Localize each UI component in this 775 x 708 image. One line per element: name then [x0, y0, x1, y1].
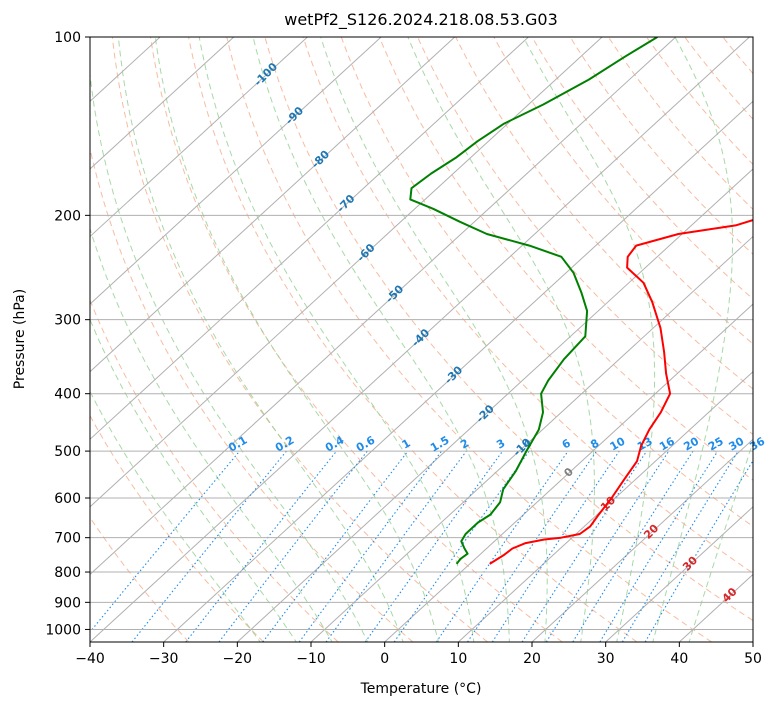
pressure-grid	[90, 37, 753, 630]
x-tick-label: −40	[75, 651, 105, 667]
dry-adiabat-line	[226, 37, 712, 642]
dry-adiabat-line	[90, 298, 339, 642]
y-tick-label: 400	[54, 387, 81, 403]
mixing-ratio-line	[467, 450, 598, 642]
isotherm-line	[90, 37, 529, 440]
y-tick-label: 1000	[45, 622, 81, 638]
y-tick-label: 600	[54, 491, 81, 507]
isotherm-line	[90, 37, 382, 305]
mixing-ratio-line	[298, 450, 443, 642]
x-tick-label: 40	[670, 651, 688, 667]
mixing-ratio-line	[521, 450, 648, 642]
mixing-ratio-line	[545, 450, 670, 642]
mixing-ratio-line	[435, 450, 569, 642]
y-tick-label: 700	[54, 531, 81, 547]
sounding-series	[409, 37, 753, 565]
isotherm-line	[90, 37, 603, 508]
dry-adiabat-line	[90, 516, 190, 642]
y-tick-label: 100	[54, 30, 81, 46]
isotherm-line	[457, 370, 753, 642]
y-tick-label: 800	[54, 565, 81, 581]
dry-adiabat-line	[569, 37, 753, 255]
y-tick-label: 300	[54, 313, 81, 329]
temperature-line	[489, 219, 753, 565]
dry-adiabat-line	[607, 37, 753, 211]
chart-title: wetPf2_S126.2024.218.08.53.G03	[284, 10, 558, 30]
dry-adiabat-line	[378, 37, 753, 481]
mixing-ratio-line	[491, 450, 620, 642]
isotherm-line	[90, 37, 677, 576]
isotherm-line	[90, 37, 750, 642]
dry-adiabat-line	[90, 414, 264, 642]
dewpoint-line	[409, 37, 658, 565]
x-tick-label: −30	[149, 651, 179, 667]
x-tick-label: 0	[380, 651, 389, 667]
isotherm-line	[163, 100, 753, 642]
mixing-ratio-line	[90, 450, 241, 633]
x-tick-label: −10	[296, 651, 326, 667]
isotherm-line	[605, 506, 753, 642]
isotherm-line	[531, 438, 753, 642]
x-tick-label: 50	[744, 651, 762, 667]
isotherm-line	[90, 37, 235, 170]
dry-adiabat-line	[340, 37, 753, 528]
dry-adiabat-line	[493, 37, 753, 345]
x-tick-label: 10	[449, 651, 467, 667]
mixing-ratio-line	[364, 450, 504, 642]
y-tick-label: 200	[54, 208, 81, 224]
isotherm-line	[384, 303, 753, 642]
axis-ticks: −40 −30 −20 −10 0 10 20 30 40 50 100 200 300 400 500 60…	[45, 30, 762, 667]
mixing-ratio-line	[621, 450, 739, 642]
y-axis-title: Pressure (hPa)	[12, 289, 28, 389]
dry-adiabat-line	[264, 37, 753, 622]
x-tick-label: −20	[223, 651, 253, 667]
dry-adiabat-line	[417, 37, 753, 436]
mixing-ratio-line	[131, 450, 287, 642]
x-tick-label: 20	[523, 651, 541, 667]
moist-adiabat-line	[90, 70, 369, 642]
dry-adiabat-line	[188, 37, 638, 642]
isotherm-line	[236, 168, 753, 642]
isotherm-line	[90, 37, 456, 373]
mixing-ratio-line	[325, 450, 467, 642]
mixing-ratio-line	[599, 450, 719, 642]
y-tick-label: 900	[54, 595, 81, 611]
x-tick-label: 30	[597, 651, 615, 667]
dry-adiabat-line	[302, 37, 753, 574]
plot-frame	[89, 36, 754, 643]
isotherm-line	[310, 235, 753, 642]
isotherm-line	[90, 37, 308, 238]
x-axis-title: Temperature (°C)	[360, 681, 482, 697]
y-tick-label: 500	[54, 444, 81, 460]
mixing-ratio-line	[393, 450, 530, 642]
mixing-ratio-line	[262, 450, 409, 642]
